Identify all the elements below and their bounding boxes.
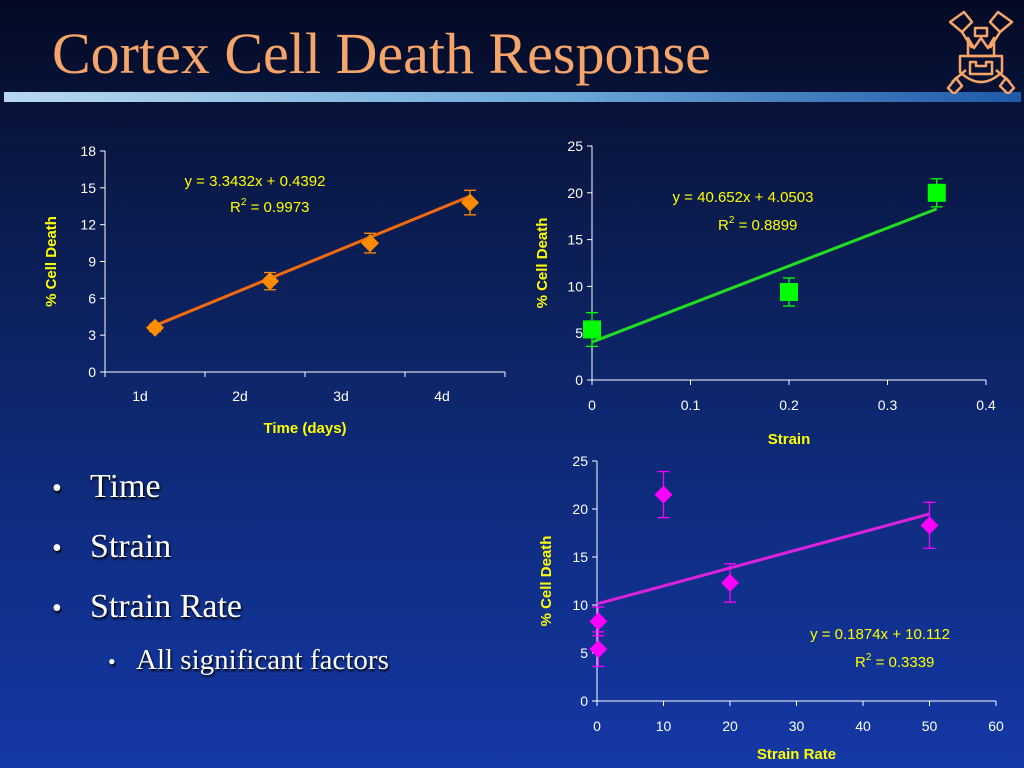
x-tick-label: 30 [789, 718, 805, 734]
y-tick-label: 0 [88, 364, 96, 380]
bullet-dot-icon: • [108, 649, 116, 674]
y-axis-title: % Cell Death [43, 216, 60, 307]
y-tick-label: 6 [88, 290, 96, 306]
x-tick-label: 40 [855, 718, 871, 734]
y-tick-label: 15 [572, 549, 588, 565]
trendline-equation: y = 40.652x + 4.0503 [673, 189, 814, 206]
y-tick-label: 12 [80, 217, 96, 233]
y-tick-label: 15 [567, 232, 583, 248]
bullet-item: • Time [52, 458, 389, 518]
r-squared-value: = 0.9973 [246, 199, 309, 216]
data-point-square [927, 183, 946, 202]
r-squared-prefix: R [230, 199, 241, 216]
bullet-item: • Strain [52, 518, 389, 578]
r-squared-value: = 0.3339 [871, 654, 934, 671]
data-point-square [583, 320, 601, 339]
data-point-diamond [721, 573, 739, 592]
y-tick-label: 9 [88, 254, 96, 270]
data-point-diamond [361, 234, 379, 253]
r-squared-prefix: R [855, 654, 866, 671]
x-tick-label: 0 [588, 397, 596, 413]
slide-title: Cortex Cell Death Response [52, 21, 711, 86]
y-tick-label: 10 [572, 597, 588, 613]
r-squared-label: R2 = 0.8899 [718, 215, 797, 234]
y-axis-title: % Cell Death [538, 536, 555, 627]
trendline [591, 207, 938, 344]
sub-bullet-item: • All significant factors [52, 638, 389, 684]
y-tick-label: 15 [80, 180, 96, 196]
data-point-diamond [261, 272, 279, 291]
data-point-diamond [461, 193, 479, 212]
x-tick-label: 0.1 [681, 397, 701, 413]
x-tick-label: 0.3 [878, 397, 898, 413]
y-tick-label: 0 [575, 372, 583, 388]
trendline-equation: y = 0.1874x + 10.112 [810, 626, 950, 643]
y-tick-label: 3 [88, 327, 96, 343]
r-squared-exponent: 2 [729, 215, 735, 226]
x-tick-label: 3d [333, 388, 349, 404]
x-tick-label: 2d [232, 388, 248, 404]
x-tick-label: 50 [922, 718, 938, 734]
bullet-dot-icon: • [52, 593, 62, 624]
title-underline-bar [4, 92, 1021, 102]
bullet-item: • Strain Rate [52, 578, 389, 638]
bullet-dot-icon: • [52, 533, 62, 564]
data-point-diamond [589, 612, 608, 631]
y-tick-label: 25 [572, 453, 588, 469]
y-tick-label: 18 [80, 143, 96, 159]
data-point-diamond [589, 640, 608, 659]
bullet-dot-icon: • [52, 473, 62, 504]
data-point-diamond [146, 318, 164, 337]
x-axis-title: Strain [768, 431, 811, 448]
trendline-equation: y = 3.3432x + 0.4392 [185, 173, 326, 190]
y-tick-label: 20 [567, 185, 583, 201]
bullet-list: • Time • Strain • Strain Rate • All signific… [52, 458, 389, 684]
data-point-square [780, 283, 798, 302]
y-tick-label: 20 [572, 501, 588, 517]
r-squared-value: = 0.8899 [734, 217, 797, 234]
data-point-diamond [654, 485, 673, 504]
y-tick-label: 25 [567, 138, 583, 154]
x-tick-label: 10 [656, 718, 672, 734]
trendline [596, 512, 930, 606]
data-point-diamond [920, 516, 939, 535]
x-tick-label: 0 [593, 718, 601, 734]
x-tick-label: 1d [132, 388, 148, 404]
trendline [154, 194, 471, 327]
x-tick-label: 4d [434, 388, 450, 404]
crown-shield-logo-icon [946, 10, 1016, 94]
r-squared-label: R2 = 0.3339 [855, 652, 934, 671]
y-tick-label: 10 [567, 278, 583, 294]
x-axis-title: Time (days) [263, 420, 346, 437]
r-squared-prefix: R [718, 217, 729, 234]
y-axis-title: % Cell Death [534, 218, 551, 309]
r-squared-label: R2 = 0.9973 [230, 197, 309, 216]
r-squared-exponent: 2 [241, 197, 247, 208]
x-tick-label: 0.4 [976, 397, 996, 413]
x-tick-label: 60 [988, 718, 1004, 734]
x-tick-label: 0.2 [779, 397, 799, 413]
y-tick-label: 0 [580, 693, 588, 709]
x-tick-label: 20 [722, 718, 738, 734]
x-axis-title: Strain Rate [757, 746, 836, 763]
y-tick-label: 5 [575, 325, 583, 341]
y-tick-label: 5 [580, 645, 588, 661]
r-squared-exponent: 2 [866, 652, 872, 663]
